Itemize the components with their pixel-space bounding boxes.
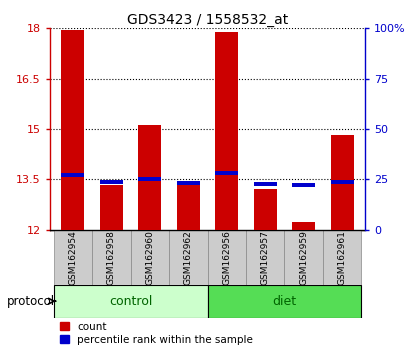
Bar	[254, 189, 277, 230]
FancyBboxPatch shape	[54, 285, 208, 318]
FancyBboxPatch shape	[208, 285, 361, 318]
Bar	[177, 181, 200, 185]
Bar	[215, 32, 238, 230]
Title: GDS3423 / 1558532_at: GDS3423 / 1558532_at	[127, 13, 288, 27]
FancyBboxPatch shape	[208, 230, 246, 285]
Text: control: control	[109, 295, 152, 308]
Text: GSM162954: GSM162954	[68, 230, 77, 285]
Text: GSM162958: GSM162958	[107, 230, 116, 285]
FancyBboxPatch shape	[284, 230, 323, 285]
Bar	[331, 180, 354, 184]
Text: GSM162959: GSM162959	[299, 230, 308, 285]
Bar	[61, 173, 84, 177]
FancyBboxPatch shape	[92, 230, 131, 285]
FancyBboxPatch shape	[131, 230, 169, 285]
Text: GSM162957: GSM162957	[261, 230, 270, 285]
Bar	[177, 182, 200, 230]
FancyBboxPatch shape	[246, 230, 284, 285]
Bar	[100, 185, 123, 230]
Bar	[292, 183, 315, 187]
Bar	[292, 222, 315, 230]
Text: protocol: protocol	[7, 295, 55, 308]
Text: GSM162961: GSM162961	[338, 230, 347, 285]
FancyBboxPatch shape	[169, 230, 208, 285]
Text: GSM162962: GSM162962	[184, 230, 193, 285]
Legend: count, percentile rank within the sample: count, percentile rank within the sample	[56, 318, 257, 349]
FancyBboxPatch shape	[54, 230, 92, 285]
Bar	[254, 182, 277, 186]
Bar	[61, 30, 84, 230]
Bar	[215, 171, 238, 175]
FancyBboxPatch shape	[323, 230, 361, 285]
Text: diet: diet	[272, 295, 296, 308]
Bar	[100, 180, 123, 184]
Bar	[331, 135, 354, 230]
Bar	[138, 177, 161, 181]
Text: GSM162960: GSM162960	[145, 230, 154, 285]
Bar	[138, 125, 161, 230]
Text: GSM162956: GSM162956	[222, 230, 231, 285]
